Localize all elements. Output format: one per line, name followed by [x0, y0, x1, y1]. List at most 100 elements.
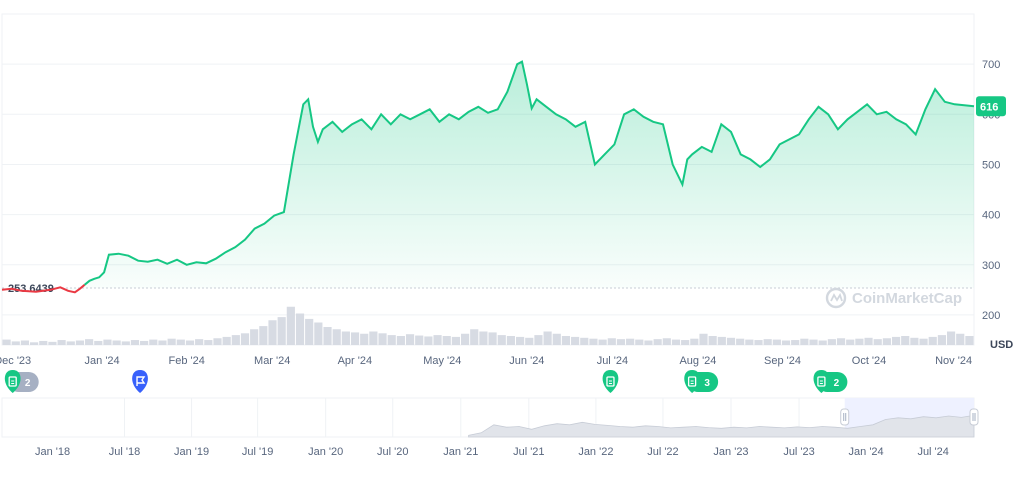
- volume-bar: [442, 336, 451, 345]
- volume-bar: [149, 339, 158, 345]
- volume-bar: [736, 338, 745, 345]
- marker-count-label: 3: [704, 378, 710, 389]
- document-icon: [8, 376, 17, 387]
- y-tick-label: 400: [982, 210, 1000, 222]
- volume-bar: [745, 339, 754, 345]
- range-navigator[interactable]: Jan '18 Jul '18 Jan '19 Jul '19 Jan '20 Jul '…: [1, 397, 979, 458]
- x-tick-label: Aug '24: [679, 355, 716, 367]
- event-marker[interactable]: 2: [813, 370, 848, 393]
- x-tick-label: Jun '24: [509, 355, 544, 367]
- volume-bar: [396, 336, 405, 345]
- volume-bar: [11, 341, 20, 345]
- volume-bar: [928, 336, 937, 345]
- coinmarketcap-logo-mark: [830, 292, 843, 302]
- navigator-tick-label: Jan '24: [849, 446, 884, 458]
- event-marker[interactable]: [132, 370, 148, 393]
- marker-pin[interactable]: [132, 370, 148, 393]
- volume-bar: [561, 336, 571, 345]
- price-series: [1, 60, 975, 294]
- marker-count-label: 2: [834, 378, 840, 389]
- volume-bar: [460, 333, 470, 345]
- document-icon: [817, 376, 826, 387]
- volume-bar: [277, 317, 286, 345]
- navigator-tick-label: Jul '22: [647, 446, 678, 458]
- volume-bar: [424, 336, 433, 345]
- volume-bar: [754, 340, 763, 345]
- volume-bar: [222, 336, 231, 345]
- navigator-tick-label: Jul '18: [109, 446, 140, 458]
- volume-bar: [937, 335, 946, 345]
- current-price-badge: [976, 96, 1006, 117]
- navigator-tick-label: Jan '19: [174, 446, 209, 458]
- x-tick-label: Oct '24: [852, 355, 887, 367]
- volume-bar: [571, 336, 580, 345]
- volume-bar: [598, 339, 607, 345]
- volume-bar: [891, 336, 901, 345]
- volume-bar: [708, 336, 717, 345]
- volume-bar: [57, 340, 66, 345]
- y-axis: 200300400500600700USD616: [976, 59, 1013, 351]
- navigator-tick-label: Jan '18: [35, 446, 70, 458]
- y-axis-unit: USD: [990, 339, 1013, 351]
- volume-bar: [818, 340, 827, 345]
- volume-bar: [726, 337, 736, 345]
- navigator-tick-label: Jan '22: [578, 446, 613, 458]
- volume-bar: [195, 339, 204, 345]
- volume-bar: [800, 338, 809, 345]
- volume-bar: [846, 339, 855, 345]
- event-marker[interactable]: [602, 370, 619, 393]
- navigator-series: [468, 414, 975, 438]
- volume-bar: [644, 340, 653, 345]
- volume-bar: [690, 338, 699, 345]
- navigator-handle-right[interactable]: [969, 408, 979, 426]
- volume-bar: [167, 338, 176, 345]
- volume-bar: [20, 340, 30, 345]
- volume-bar: [240, 333, 250, 345]
- volume-bar: [946, 331, 956, 345]
- volume-bar: [506, 336, 516, 345]
- volume-bar: [717, 336, 726, 345]
- volume-bar: [378, 333, 387, 345]
- event-marker[interactable]: 3: [684, 370, 719, 393]
- navigator-tick-label: Jul '19: [242, 446, 273, 458]
- navigator-tick-label: Jul '20: [377, 446, 408, 458]
- marker-count-label: 2: [25, 378, 31, 389]
- volume-bar: [66, 341, 75, 345]
- volume-bar: [607, 338, 616, 345]
- handle-grip[interactable]: [969, 408, 979, 426]
- reference-price-label: 253.6439: [8, 283, 54, 295]
- volume-bar: [516, 336, 525, 345]
- volume-bar: [405, 334, 415, 345]
- current-price-label: 616: [980, 101, 998, 113]
- volume-bar: [635, 339, 644, 345]
- navigator-tick-label: Jul '24: [917, 446, 948, 458]
- volume-bar: [332, 329, 341, 345]
- volume-bar: [323, 327, 332, 345]
- volume-bar: [94, 340, 103, 345]
- volume-bar: [250, 329, 259, 345]
- volume-bar: [791, 340, 800, 345]
- volume-bar: [580, 337, 589, 345]
- volume-bar: [699, 333, 708, 345]
- event-marker[interactable]: 2: [4, 370, 39, 393]
- volume-bar: [39, 340, 48, 345]
- volume-bar: [369, 331, 378, 345]
- volume-bar: [901, 336, 910, 345]
- handle-grip[interactable]: [840, 408, 850, 426]
- volume-bar: [295, 313, 305, 345]
- document-icon: [606, 376, 615, 387]
- price-area: [2, 61, 974, 293]
- volume-bar: [552, 333, 561, 345]
- x-tick-label: Nov '24: [935, 355, 972, 367]
- volume-bar: [176, 339, 185, 345]
- volume-bar: [543, 331, 552, 345]
- navigator-tick-label: Jan '20: [308, 446, 343, 458]
- navigator-handle-left[interactable]: [840, 408, 850, 426]
- event-markers[interactable]: 2 3 2: [4, 370, 848, 393]
- volume-bar: [525, 337, 534, 345]
- reference-label-bg: [6, 280, 60, 297]
- x-tick-label: Feb '24: [169, 355, 205, 367]
- volume-bar: [589, 338, 598, 345]
- navigator-tick-label: Jul '21: [513, 446, 544, 458]
